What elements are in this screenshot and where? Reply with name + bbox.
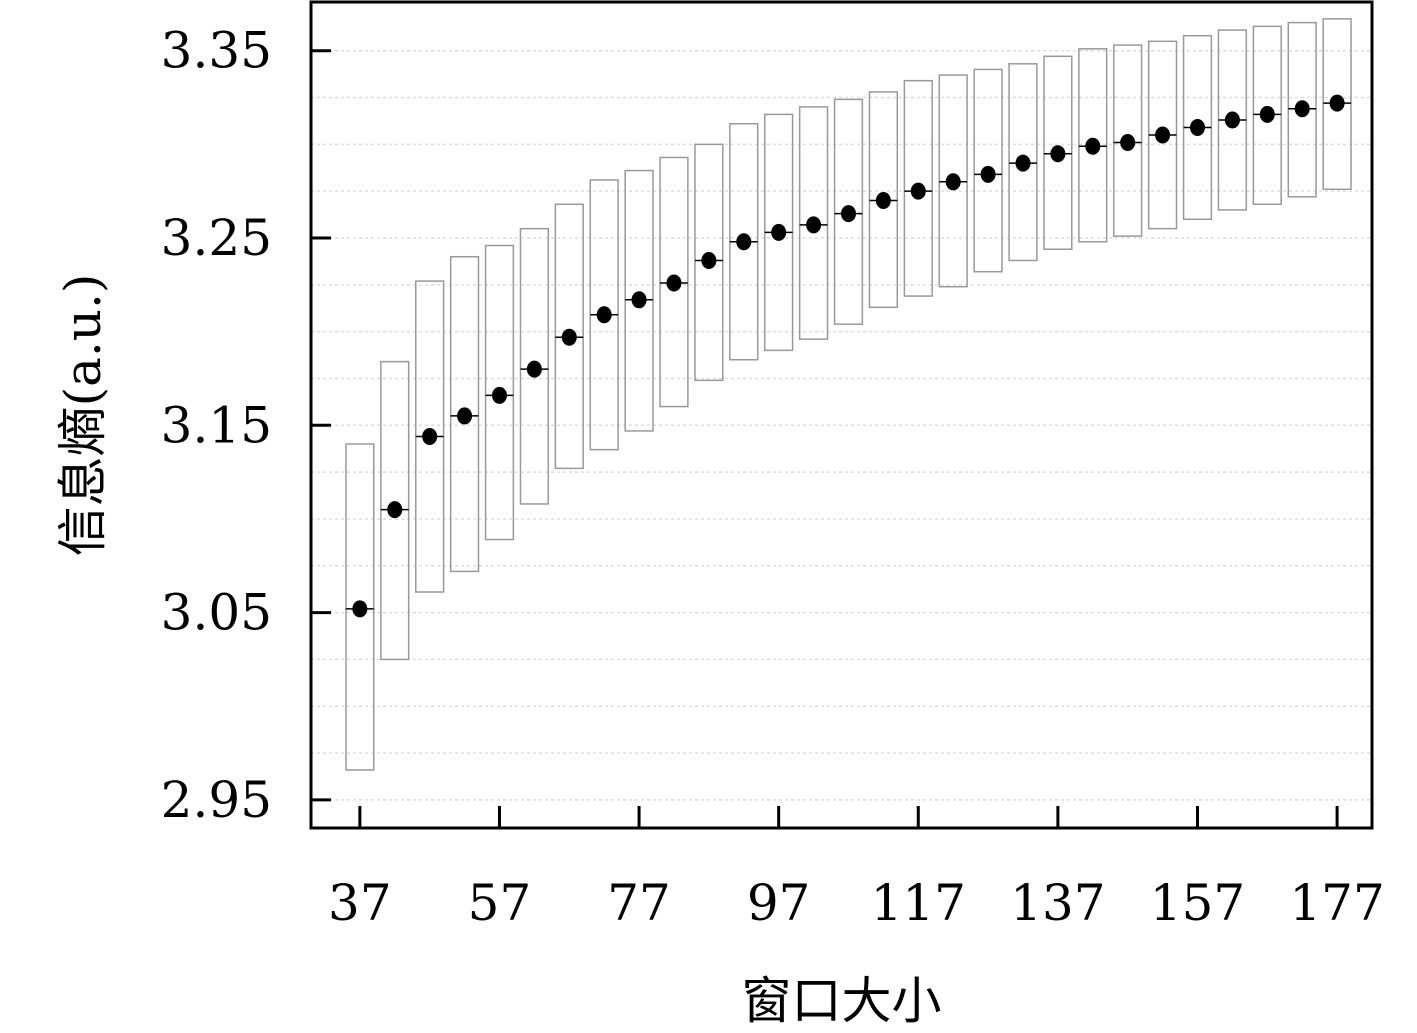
y-tick-label: 3.35 bbox=[161, 22, 272, 80]
x-tick-label: 137 bbox=[1010, 874, 1105, 932]
box bbox=[554, 203, 584, 470]
box bbox=[449, 255, 480, 573]
box bbox=[938, 74, 968, 288]
mean-marker bbox=[910, 182, 926, 200]
mean-marker bbox=[526, 360, 542, 378]
box bbox=[519, 227, 550, 505]
mean-marker bbox=[1015, 154, 1031, 172]
box bbox=[1078, 48, 1108, 243]
mean-marker bbox=[840, 205, 856, 223]
y-tick-label: 3.05 bbox=[161, 584, 272, 642]
boxes bbox=[345, 18, 1352, 771]
mean-marker bbox=[1224, 111, 1240, 129]
axis-ticks bbox=[311, 49, 1339, 828]
x-tick-label: 37 bbox=[328, 874, 392, 932]
mean-marker bbox=[1155, 126, 1171, 144]
mean-marker bbox=[771, 223, 787, 241]
mean-marker bbox=[1329, 94, 1345, 112]
x-axis-title: 窗口大小 bbox=[742, 972, 942, 1030]
mean-marker bbox=[561, 328, 577, 346]
box bbox=[973, 68, 1003, 273]
mean-marker bbox=[806, 216, 822, 234]
mean-marker bbox=[1050, 145, 1066, 163]
y-tick-label: 2.95 bbox=[161, 771, 272, 829]
y-tick-label: 3.25 bbox=[161, 209, 272, 267]
mean-marker bbox=[666, 274, 682, 292]
mean-marker bbox=[1259, 105, 1275, 123]
mean-marker bbox=[422, 428, 438, 446]
box bbox=[1113, 44, 1143, 237]
x-tick-label: 97 bbox=[747, 874, 811, 932]
box bbox=[484, 244, 515, 541]
mean-marker bbox=[457, 407, 473, 425]
mean-marker bbox=[980, 165, 996, 183]
box bbox=[345, 443, 375, 771]
box bbox=[868, 91, 899, 309]
box bbox=[694, 143, 724, 382]
mean-marker bbox=[491, 386, 507, 404]
mean-marker bbox=[945, 173, 961, 191]
mean-marker bbox=[1189, 118, 1205, 136]
box bbox=[624, 169, 654, 432]
x-tick-label: 77 bbox=[607, 874, 671, 932]
x-tick-label: 57 bbox=[468, 874, 532, 932]
plot-frame bbox=[309, 0, 1374, 830]
box bbox=[659, 156, 689, 408]
x-tick-label: 157 bbox=[1150, 874, 1245, 932]
tick-labels: 37 57 77 97 117 137 157 177 2.95 3.05 3.15 3.25 3.35 bbox=[161, 22, 1385, 932]
box bbox=[1322, 18, 1352, 191]
box bbox=[903, 79, 933, 297]
mean-marker bbox=[875, 192, 891, 210]
mean-marker bbox=[596, 306, 612, 324]
mean-marker bbox=[352, 600, 368, 618]
box bbox=[1008, 63, 1038, 262]
mean-marker bbox=[1294, 100, 1310, 118]
mean-marker bbox=[631, 291, 647, 309]
box bbox=[798, 106, 829, 340]
mean-markers bbox=[352, 94, 1345, 618]
mean-marker bbox=[387, 501, 403, 519]
box bbox=[1287, 21, 1317, 198]
y-tick-label: 3.15 bbox=[161, 396, 272, 454]
y-axis-title: 信息熵(a.u.) bbox=[54, 274, 112, 557]
box bbox=[1252, 25, 1282, 206]
mean-marker bbox=[1085, 137, 1101, 155]
box bbox=[1043, 55, 1073, 250]
x-tick-label: 117 bbox=[871, 874, 966, 932]
grid-lines bbox=[311, 49, 1372, 801]
mean-marker bbox=[1120, 133, 1136, 151]
x-tick-label: 177 bbox=[1289, 874, 1384, 932]
box bbox=[833, 98, 864, 325]
mean-marker bbox=[701, 251, 717, 269]
mean-marker bbox=[736, 233, 752, 251]
box bbox=[380, 360, 410, 661]
